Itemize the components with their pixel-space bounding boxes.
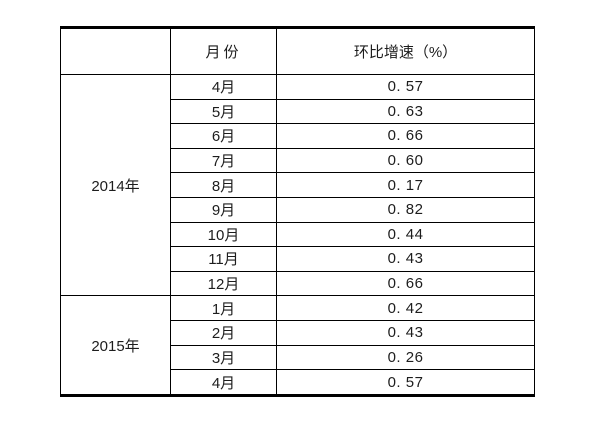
month-cell: 3月 <box>170 344 277 371</box>
value-cell: 0. 44 <box>276 221 535 248</box>
value-cell: 0. 63 <box>276 98 535 125</box>
month-cell: 2月 <box>170 319 277 346</box>
value-cell: 0. 26 <box>276 344 535 371</box>
year-cell-2015: 2015年 <box>60 295 171 396</box>
month-cell: 1月 <box>170 295 277 321</box>
month-header-cell: 月份 <box>170 27 277 75</box>
value-cell: 0. 17 <box>276 172 535 198</box>
month-cell: 8月 <box>170 172 277 198</box>
table-row: 7月 0. 60 <box>61 147 535 174</box>
table-row: 5月 0. 63 <box>61 98 535 125</box>
table-row: 11月 0. 43 <box>61 246 535 272</box>
value-cell: 0. 43 <box>276 319 535 346</box>
table-row: 10月 0. 44 <box>61 221 535 248</box>
table-row: 6月 0. 66 <box>61 123 535 149</box>
year-header-cell <box>60 27 171 75</box>
monthly-growth-table: 月份 环比增速（%） 2014年 4月 0. 57 5月 0. 63 6月 0.… <box>60 26 535 397</box>
table-row: 4月 0. 57 <box>61 369 535 396</box>
month-cell: 4月 <box>170 74 277 100</box>
table-row: 2014年 4月 0. 57 <box>60 73 535 297</box>
value-cell: 0. 43 <box>276 246 535 272</box>
month-cell: 6月 <box>170 123 277 149</box>
month-cell: 9月 <box>170 196 277 223</box>
value-cell: 0. 57 <box>276 369 535 396</box>
month-cell: 7月 <box>170 147 277 174</box>
table-row: 8月 0. 17 <box>61 172 535 198</box>
table-row: 9月 0. 82 <box>61 196 535 223</box>
value-cell: 0. 66 <box>276 123 535 149</box>
month-cell: 5月 <box>170 98 277 125</box>
value-cell: 0. 66 <box>276 270 535 297</box>
table-row: 3月 0. 26 <box>61 344 535 371</box>
month-cell: 12月 <box>170 270 277 297</box>
table-row: 2015年 1月 0. 42 <box>60 295 535 396</box>
month-cell: 11月 <box>170 246 277 272</box>
value-cell: 0. 82 <box>276 196 535 223</box>
table-header-row: 月份 环比增速（%） <box>60 27 535 75</box>
table-row: 12月 0. 66 <box>61 270 535 297</box>
growth-header-cell: 环比增速（%） <box>276 27 535 75</box>
value-cell: 0. 57 <box>276 74 535 100</box>
month-cell: 10月 <box>170 221 277 248</box>
month-cell: 4月 <box>170 369 277 396</box>
value-cell: 0. 60 <box>276 147 535 174</box>
year-cell-2014: 2014年 <box>60 73 171 297</box>
value-cell: 0. 42 <box>276 295 535 321</box>
